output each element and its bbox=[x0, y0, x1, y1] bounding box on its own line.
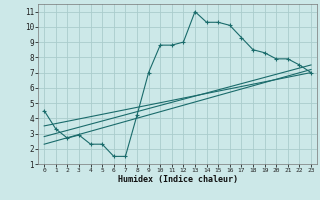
X-axis label: Humidex (Indice chaleur): Humidex (Indice chaleur) bbox=[118, 175, 238, 184]
